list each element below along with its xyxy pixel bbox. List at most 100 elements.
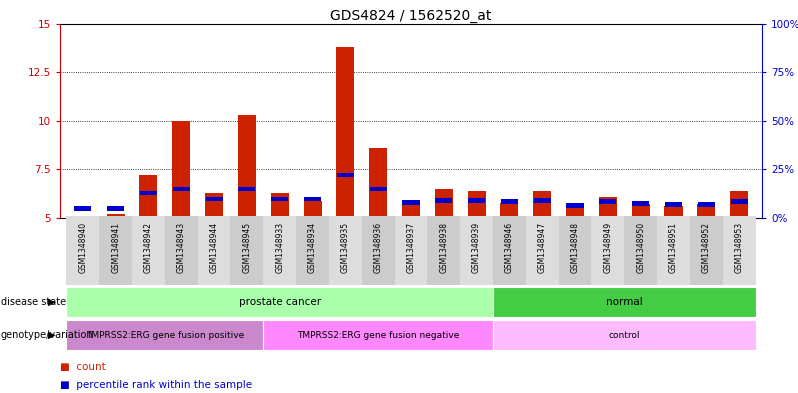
Text: TMPRSS2:ERG gene fusion positive: TMPRSS2:ERG gene fusion positive — [85, 331, 244, 340]
Bar — [198, 216, 231, 285]
Bar — [599, 199, 616, 204]
Bar — [205, 193, 223, 218]
Bar — [723, 216, 756, 285]
Text: GSM1348946: GSM1348946 — [505, 222, 514, 273]
Bar — [598, 197, 617, 218]
Text: GSM1348938: GSM1348938 — [439, 222, 448, 273]
Text: GSM1348951: GSM1348951 — [669, 222, 678, 273]
Bar — [263, 320, 493, 350]
Bar — [74, 206, 92, 211]
Bar — [657, 216, 690, 285]
Text: GSM1348950: GSM1348950 — [636, 222, 645, 273]
Bar — [73, 216, 92, 218]
Bar — [665, 202, 682, 207]
Bar — [132, 216, 165, 285]
Bar — [140, 175, 157, 218]
Text: GSM1348943: GSM1348943 — [177, 222, 186, 273]
Bar — [632, 204, 650, 218]
Bar — [534, 198, 551, 203]
Bar — [493, 216, 526, 285]
Bar — [369, 187, 387, 191]
Title: GDS4824 / 1562520_at: GDS4824 / 1562520_at — [330, 9, 492, 22]
Text: ▶: ▶ — [48, 297, 55, 307]
Bar — [304, 196, 321, 201]
Bar — [172, 121, 190, 218]
Text: GSM1348945: GSM1348945 — [243, 222, 251, 273]
Bar — [402, 200, 420, 205]
Bar — [99, 216, 132, 285]
Bar — [567, 203, 583, 208]
Bar — [140, 191, 157, 195]
Text: GSM1348941: GSM1348941 — [111, 222, 120, 273]
Bar — [690, 216, 723, 285]
Bar — [665, 206, 682, 218]
Bar — [402, 202, 420, 218]
Bar — [172, 187, 190, 191]
Bar — [303, 200, 322, 218]
Text: GSM1348937: GSM1348937 — [406, 222, 416, 273]
Text: GSM1348933: GSM1348933 — [275, 222, 284, 273]
Text: GSM1348940: GSM1348940 — [78, 222, 87, 273]
Bar — [624, 216, 657, 285]
Bar — [428, 216, 460, 285]
Bar — [239, 187, 255, 191]
Bar — [107, 206, 124, 211]
Text: GSM1348944: GSM1348944 — [210, 222, 219, 273]
Bar — [206, 196, 223, 201]
Bar — [329, 216, 361, 285]
Text: control: control — [609, 331, 640, 340]
Text: GSM1348948: GSM1348948 — [571, 222, 579, 273]
Bar — [296, 216, 329, 285]
Bar — [394, 216, 428, 285]
Text: GSM1348953: GSM1348953 — [735, 222, 744, 273]
Bar — [500, 202, 519, 218]
Bar — [66, 286, 493, 317]
Text: genotype/variation: genotype/variation — [1, 330, 93, 340]
Text: ▶: ▶ — [48, 330, 55, 340]
Bar — [271, 196, 288, 201]
Bar — [107, 214, 124, 218]
Bar — [460, 216, 493, 285]
Text: normal: normal — [606, 297, 642, 307]
Text: GSM1348949: GSM1348949 — [603, 222, 612, 273]
Bar — [591, 216, 624, 285]
Text: prostate cancer: prostate cancer — [239, 297, 321, 307]
Text: GSM1348952: GSM1348952 — [701, 222, 711, 273]
Bar — [361, 216, 394, 285]
Text: GSM1348947: GSM1348947 — [538, 222, 547, 273]
Text: disease state: disease state — [1, 297, 66, 307]
Bar — [435, 189, 452, 218]
Text: GSM1348942: GSM1348942 — [144, 222, 153, 273]
Bar — [566, 208, 584, 218]
Text: TMPRSS2:ERG gene fusion negative: TMPRSS2:ERG gene fusion negative — [297, 331, 460, 340]
Bar — [66, 216, 99, 285]
Bar — [632, 201, 650, 206]
Bar — [435, 198, 452, 203]
Bar — [526, 216, 559, 285]
Bar — [730, 191, 749, 218]
Bar — [493, 320, 756, 350]
Bar — [336, 47, 354, 218]
Bar — [468, 191, 486, 218]
Bar — [559, 216, 591, 285]
Text: ■  percentile rank within the sample: ■ percentile rank within the sample — [60, 380, 252, 390]
Bar — [337, 173, 354, 178]
Text: GSM1348936: GSM1348936 — [373, 222, 383, 273]
Bar — [697, 202, 715, 207]
Bar — [238, 115, 256, 218]
Text: GSM1348934: GSM1348934 — [308, 222, 317, 273]
Bar — [369, 148, 387, 218]
Text: GSM1348939: GSM1348939 — [472, 222, 481, 273]
Bar — [730, 199, 748, 204]
Bar — [501, 199, 518, 204]
Bar — [533, 191, 551, 218]
Text: ■  count: ■ count — [60, 362, 105, 373]
Bar — [263, 216, 296, 285]
Bar — [66, 320, 263, 350]
Bar — [468, 198, 485, 203]
Bar — [697, 204, 715, 218]
Bar — [493, 286, 756, 317]
Bar — [231, 216, 263, 285]
Text: GSM1348935: GSM1348935 — [341, 222, 350, 273]
Bar — [271, 193, 289, 218]
